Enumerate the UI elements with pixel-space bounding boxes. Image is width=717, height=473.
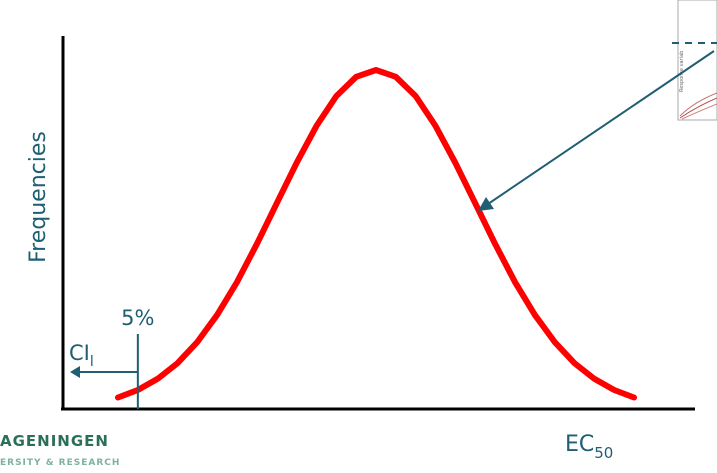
x-axis-title: EC50 <box>565 432 613 462</box>
inset-curve-3 <box>681 103 717 120</box>
annotation-layer: 5% CIl <box>69 50 715 409</box>
series-layer <box>115 67 637 401</box>
axes: Frequencies EC50 <box>26 36 695 462</box>
x-axis-title-sub: 50 <box>594 444 613 462</box>
cutoff-label: 5% <box>121 306 154 330</box>
logo-line-1: AGENINGEN <box>0 432 109 450</box>
x-axis-title-main: EC <box>565 432 594 457</box>
inset-figure: Response variab <box>672 0 717 121</box>
inset-pointer-arrow-line <box>487 50 715 205</box>
ci-arrow-head <box>70 366 80 378</box>
frequency-curve <box>115 67 637 401</box>
ci-label: CIl <box>69 341 94 370</box>
inset-ylabel: Response variab <box>679 51 685 92</box>
ci-label-main: CI <box>69 341 90 365</box>
logo-line-2: ERSITY & RESEARCH <box>0 458 120 468</box>
ci-label-sub: l <box>90 354 94 370</box>
inset-curve-2 <box>679 97 717 119</box>
inset-curve-1 <box>679 92 717 117</box>
y-axis-title: Frequencies <box>26 131 51 263</box>
logo: AGENINGEN ERSITY & RESEARCH <box>0 432 120 468</box>
inset-pointer-arrow-head <box>478 197 494 211</box>
inset-panel <box>677 0 717 121</box>
